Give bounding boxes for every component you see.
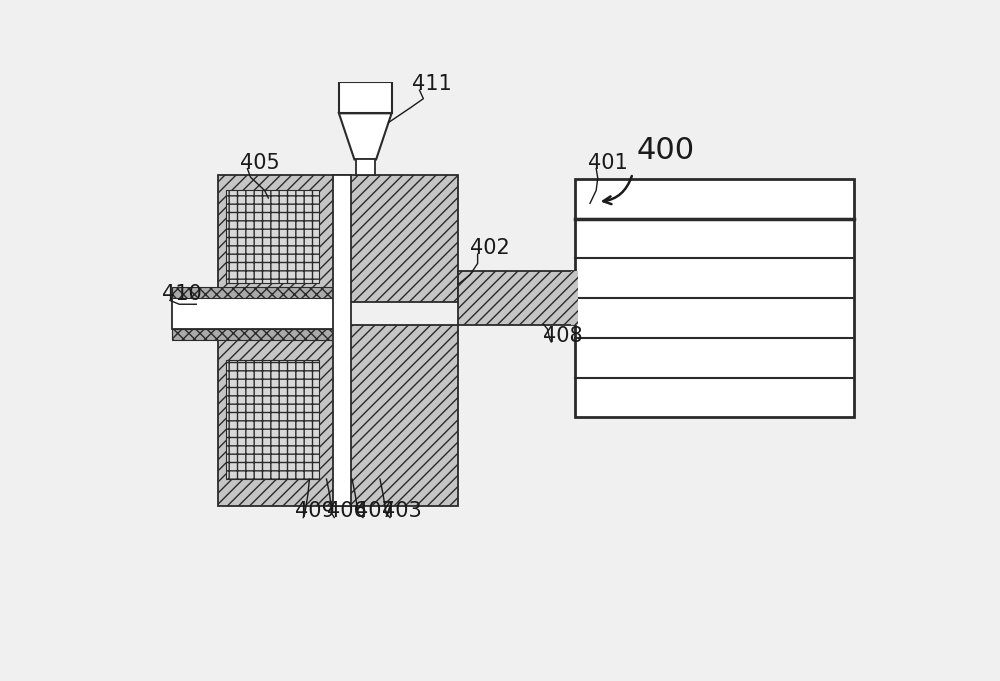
- Text: 400: 400: [637, 136, 695, 165]
- Bar: [218, 175, 458, 302]
- Polygon shape: [339, 113, 392, 159]
- Bar: [356, 159, 375, 175]
- Text: 406: 406: [326, 501, 366, 522]
- Bar: [574, 178, 854, 417]
- Bar: [226, 190, 319, 283]
- Text: 408: 408: [544, 326, 583, 346]
- Bar: [218, 325, 458, 506]
- FancyArrowPatch shape: [603, 176, 632, 204]
- Text: 411: 411: [412, 74, 452, 94]
- Bar: [333, 175, 351, 506]
- Bar: [172, 287, 342, 298]
- Bar: [172, 329, 342, 340]
- Text: 401: 401: [588, 153, 628, 172]
- Bar: [172, 298, 342, 329]
- Text: 402: 402: [470, 238, 510, 258]
- Bar: [571, 271, 578, 325]
- Bar: [458, 271, 574, 325]
- Bar: [226, 360, 319, 479]
- Text: 403: 403: [382, 501, 422, 522]
- Text: 405: 405: [240, 153, 279, 172]
- Bar: [339, 82, 392, 113]
- Text: 410: 410: [162, 284, 202, 304]
- Text: 407: 407: [355, 501, 395, 522]
- Text: 409: 409: [296, 501, 335, 522]
